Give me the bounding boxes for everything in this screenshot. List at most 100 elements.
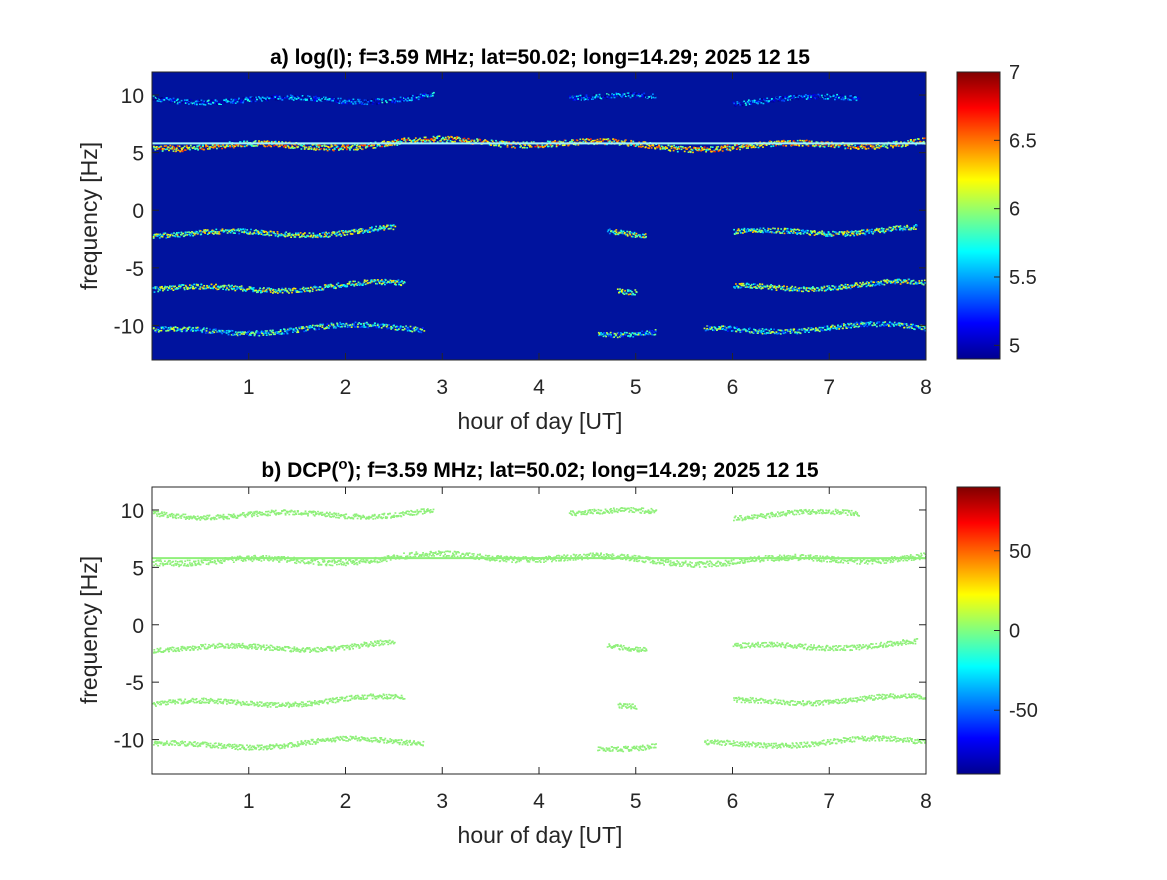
band-point: [389, 101, 391, 103]
band-point: [301, 291, 303, 293]
band-point: [228, 289, 230, 291]
band-point: [393, 516, 395, 518]
band-point: [346, 149, 348, 151]
band-point: [264, 146, 266, 148]
band-point: [396, 327, 398, 329]
band-point: [222, 103, 224, 105]
band-point: [304, 291, 306, 293]
band-point: [278, 514, 280, 516]
band-point: [632, 236, 634, 238]
band-point: [418, 99, 420, 101]
band-point: [337, 235, 339, 237]
band-point: [636, 292, 638, 294]
band-point: [285, 514, 287, 516]
band-point: [821, 327, 823, 329]
band-point: [809, 234, 811, 236]
band-point: [645, 233, 647, 235]
band-point: [169, 285, 171, 287]
band-point: [238, 332, 240, 334]
band-point: [197, 148, 199, 150]
band-point: [861, 230, 863, 232]
band-point: [692, 152, 694, 154]
band-point: [921, 280, 923, 282]
band-point: [827, 235, 829, 237]
band-point: [193, 146, 195, 148]
band-point: [788, 99, 790, 101]
band-point: [794, 232, 796, 234]
band-point: [708, 325, 710, 327]
band-point: [190, 145, 192, 147]
band-point: [443, 139, 445, 141]
band-point: [798, 229, 800, 231]
band-point: [197, 232, 199, 234]
band-point: [317, 237, 319, 239]
band-point: [216, 101, 218, 103]
band-point: [857, 234, 859, 236]
band-point: [630, 144, 632, 146]
band-point: [845, 96, 847, 98]
band-point: [255, 140, 257, 142]
band-point: [623, 293, 625, 295]
band-point: [618, 234, 620, 236]
band-point: [324, 233, 326, 235]
band-point: [308, 99, 310, 101]
band-point: [565, 140, 567, 142]
band-point: [378, 229, 380, 231]
band-point: [185, 514, 187, 516]
band-point: [371, 226, 373, 228]
band-point: [276, 331, 278, 333]
band-point: [242, 331, 244, 333]
band-point: [177, 288, 179, 290]
band-point: [391, 144, 393, 146]
band-point: [671, 146, 673, 148]
band-point: [625, 234, 627, 236]
band-point: [792, 97, 794, 99]
band-point: [316, 148, 318, 150]
x-tick-label: 5: [630, 376, 642, 399]
band-point: [796, 233, 798, 235]
panel-b-title: b) DCP(o); f=3.59 MHz; lat=50.02; long=1…: [261, 456, 818, 482]
band-point: [382, 517, 384, 519]
band-point: [776, 331, 778, 333]
band-point: [370, 102, 372, 104]
band-point: [759, 229, 761, 231]
band-point: [426, 97, 428, 99]
x-tick-label: 2: [340, 376, 352, 399]
band-point: [856, 324, 858, 326]
band-point: [406, 328, 408, 330]
band-point: [263, 231, 265, 233]
band-point: [739, 149, 741, 151]
band-point: [914, 329, 916, 331]
band-point: [777, 228, 779, 230]
band-point: [221, 333, 223, 335]
band-point: [827, 98, 829, 100]
band-point: [268, 235, 270, 237]
band-point: [741, 331, 743, 333]
band-point: [745, 286, 747, 288]
band-point: [617, 95, 619, 97]
band-point: [189, 147, 191, 149]
band-point: [333, 150, 335, 152]
band-point: [653, 145, 655, 147]
band-point: [310, 98, 312, 100]
band-point: [173, 329, 175, 331]
band-point: [420, 332, 422, 334]
band-point: [382, 281, 384, 283]
band-point: [800, 333, 802, 335]
band-point: [828, 145, 830, 147]
band-point: [770, 146, 772, 148]
band-point: [701, 148, 703, 150]
band-point: [175, 236, 177, 238]
band-point: [338, 517, 340, 519]
band-point: [630, 92, 632, 94]
band-point: [328, 233, 330, 235]
band-point: [791, 144, 793, 146]
band-point: [176, 514, 178, 516]
band-point: [153, 328, 155, 330]
band-point: [362, 284, 364, 286]
x-tick-label: 1: [243, 376, 255, 399]
band-point: [677, 151, 679, 153]
band-point: [783, 289, 785, 291]
band-point: [214, 103, 216, 105]
colorbar-tick-label: 6.5: [1009, 130, 1037, 152]
